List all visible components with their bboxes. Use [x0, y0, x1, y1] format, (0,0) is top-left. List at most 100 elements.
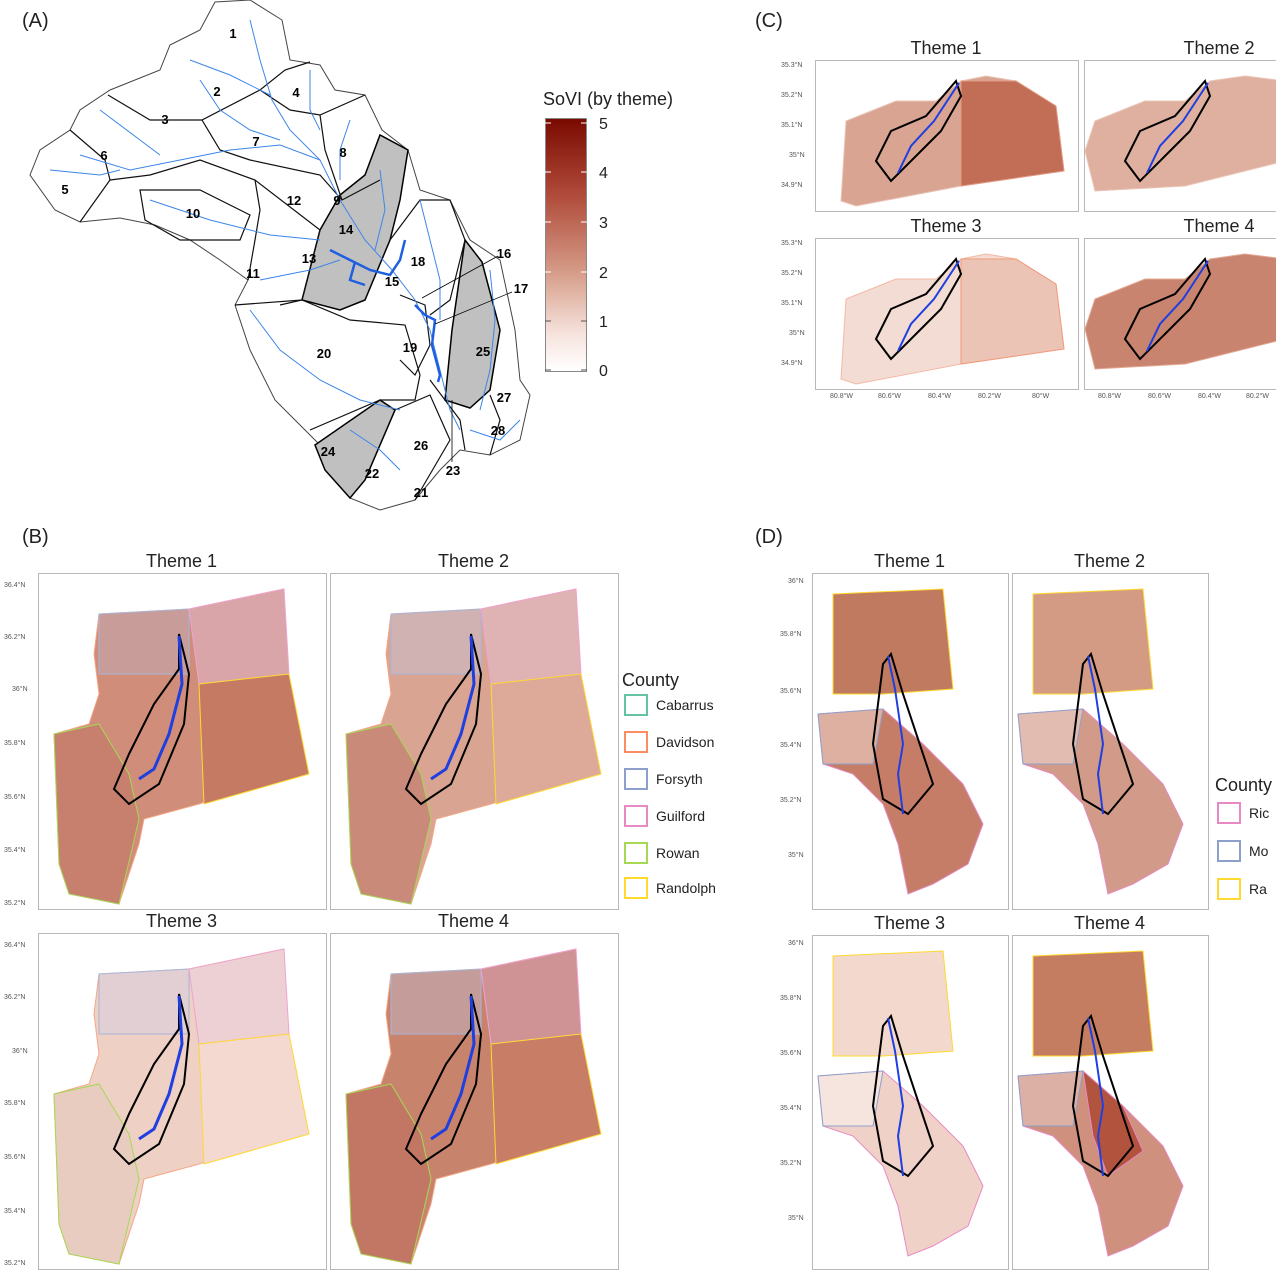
subwatershed-boundaries: [69, 61, 501, 501]
b-lat-tick-36-4-b: 36.4°N: [4, 942, 26, 949]
d-lat-tick-35-8-b: 35.8°N: [780, 995, 802, 1002]
label-18: 18: [411, 254, 425, 269]
c-lat-tick-34-9: 34.9°N: [781, 182, 803, 189]
b-legend-key-davidson: [624, 731, 648, 753]
c-theme-3-title: Theme 3: [910, 216, 982, 236]
subwatershed-25: [444, 238, 501, 409]
b-legend-cabarrus: Cabarrus: [624, 694, 714, 716]
label-25: 25: [476, 344, 490, 359]
sovi-colorbar: [545, 118, 587, 372]
sovi-legend-title: SoVI (by theme): [543, 89, 674, 109]
sovi-tick-4: 4: [599, 165, 608, 182]
d-legend-key-ric: [1217, 802, 1241, 824]
c-lat-tick-35-3-b: 35.3°N: [781, 240, 803, 247]
label-16: 16: [497, 246, 511, 261]
b-legend-key-cabarrus: [624, 694, 648, 716]
subwatershed-number-labels: 1 2 3 4 5 6 7 8 9 10 11 12 13 14 15 16 1…: [61, 26, 528, 500]
label-17: 17: [514, 281, 528, 296]
label-14: 14: [339, 222, 354, 237]
label-12: 12: [287, 193, 301, 208]
label-4: 4: [292, 85, 300, 100]
label-10: 10: [186, 206, 200, 221]
d-lat-tick-35-8: 35.8°N: [780, 631, 802, 638]
c-theme-1-title: Theme 1: [910, 38, 982, 58]
label-11: 11: [246, 266, 260, 281]
d-lat-tick-35: 35°N: [788, 852, 804, 859]
sovi-tick-3: 3: [599, 215, 608, 232]
b-lat-tick-35-2: 35.2°N: [4, 900, 26, 907]
d-lat-tick-36-b: 36°N: [788, 940, 804, 947]
label-28: 28: [491, 423, 505, 438]
label-8: 8: [339, 145, 346, 160]
label-23: 23: [446, 463, 460, 478]
b-theme-3-title: Theme 3: [145, 911, 218, 931]
c-lon-tick-80-4: 80.4°W: [928, 393, 952, 400]
sovi-legend-ticks: 5 4 3 2 1 0: [545, 116, 608, 377]
sovi-tick-0: 0: [599, 363, 608, 377]
b-county-legend-title: County: [622, 670, 680, 690]
c-theme-1-map: [815, 60, 1079, 212]
d-theme-3-title: Theme 3: [873, 913, 946, 933]
b-lat-tick-36: 36°N: [12, 686, 28, 693]
b-lat-tick-36-4: 36.4°N: [4, 582, 26, 589]
c-lon-tick-80-8-b: 80.8°W: [1098, 393, 1122, 400]
b-theme-2-title: Theme 2: [437, 551, 510, 571]
b-legend-key-rowan: [624, 842, 648, 864]
c-theme-4-map: [1084, 238, 1276, 390]
label-27: 27: [497, 390, 511, 405]
d-theme-2-map: [1012, 573, 1209, 910]
c-lon-tick-80-4-b: 80.4°W: [1198, 393, 1222, 400]
b-legend-guilford: Guilford: [624, 805, 705, 827]
c-lat-tick-35-3: 35.3°N: [781, 62, 803, 69]
b-theme-3-map: [38, 933, 327, 1270]
c-lon-tick-80: 80°W: [1032, 393, 1050, 400]
b-theme-1-title: Theme 1: [145, 551, 218, 571]
c-theme-2-title: Theme 2: [1183, 38, 1255, 58]
b-lat-tick-35-2-b: 35.2°N: [4, 1260, 26, 1267]
b-lat-tick-35-4-b: 35.4°N: [4, 1208, 26, 1215]
sovi-tick-2: 2: [599, 265, 608, 282]
label-6: 6: [100, 148, 107, 163]
d-theme-2-title: Theme 2: [1073, 551, 1146, 571]
c-theme-2-map: [1084, 60, 1276, 212]
c-lat-tick-35-1-b: 35.1°N: [781, 300, 803, 307]
label-21: 21: [414, 485, 428, 500]
label-9: 9: [333, 193, 340, 208]
label-2: 2: [213, 84, 220, 99]
c-lat-tick-34-9-b: 34.9°N: [781, 360, 803, 367]
watershed-map: 1 2 3 4 5 6 7 8 9 10 11 12 13 14 15 16 1…: [29, 0, 531, 511]
label-19: 19: [403, 340, 417, 355]
label-26: 26: [414, 438, 428, 453]
b-legend-key-forsyth: [624, 768, 648, 790]
b-theme-4-title: Theme 4: [437, 911, 510, 931]
b-lat-tick-35-6-b: 35.6°N: [4, 1154, 26, 1161]
b-lat-tick-36-b: 36°N: [12, 1048, 28, 1055]
label-20: 20: [317, 346, 331, 361]
c-theme-4-title: Theme 4: [1183, 216, 1255, 236]
sovi-tick-5: 5: [599, 116, 608, 133]
b-lat-tick-36-2-b: 36.2°N: [4, 994, 26, 1001]
b-legend-forsyth: Forsyth: [624, 768, 703, 790]
main-reservoir: [329, 239, 442, 383]
label-24: 24: [321, 444, 336, 459]
b-legend-key-guilford: [624, 805, 648, 827]
b-legend-key-randolph: [624, 877, 648, 899]
d-legend-mo: Mo: [1217, 840, 1268, 862]
b-theme-1-map: [38, 573, 327, 910]
d-lat-tick-35-4-b: 35.4°N: [780, 1105, 802, 1112]
d-legend-key-mo: [1217, 840, 1241, 862]
b-lat-tick-35-8: 35.8°N: [4, 740, 26, 747]
watershed-outline: [29, 0, 531, 511]
d-lat-tick-35-b: 35°N: [788, 1215, 804, 1222]
b-legend-randolph: Randolph: [624, 877, 716, 899]
label-7: 7: [252, 134, 259, 149]
c-lat-tick-35-2-b: 35.2°N: [781, 270, 803, 277]
c-lat-tick-35-1: 35.1°N: [781, 122, 803, 129]
label-15: 15: [385, 274, 399, 289]
label-22: 22: [365, 466, 379, 481]
label-3: 3: [161, 112, 168, 127]
panel-c-label: (C): [755, 10, 783, 32]
panel-d-label: (D): [755, 526, 783, 548]
c-lat-tick-35-2: 35.2°N: [781, 92, 803, 99]
b-lat-tick-35-6: 35.6°N: [4, 794, 26, 801]
